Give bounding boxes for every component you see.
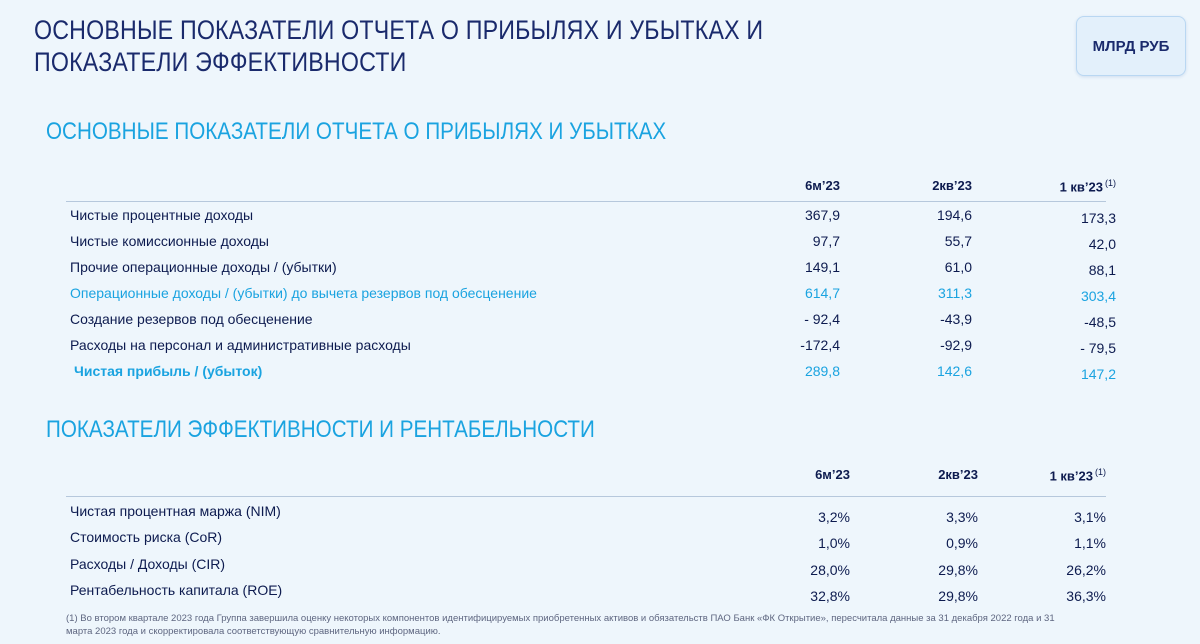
cell-1q23: 36,3% [1066, 588, 1106, 604]
row-label: Расходы / Доходы (CIR) [70, 556, 226, 572]
cell-6m23: - 92,4 [804, 311, 840, 327]
cell-1q23: - 79,5 [1080, 340, 1116, 356]
pl-header-rule [66, 201, 1106, 202]
cell-1q23: 303,4 [1080, 288, 1116, 304]
unit-badge: МЛРД РУБ [1076, 16, 1186, 76]
cell-6m23: 32,8% [810, 588, 850, 604]
table-row: Чистая процентная маржа (NIM) 3,2% 3,3% … [0, 503, 1200, 525]
table-row: Рентабельность капитала (ROE) 32,8% 29,8… [0, 582, 1200, 604]
cell-6m23: 28,0% [810, 562, 850, 578]
cell-1q23: 173,3 [1080, 210, 1116, 226]
cell-6m23: 614,7 [804, 285, 840, 301]
page-title: ОСНОВНЫЕ ПОКАЗАТЕЛИ ОТЧЕТА О ПРИБЫЛЯХ И … [34, 15, 764, 77]
footnote: (1) Во втором квартале 2023 года Группа … [66, 613, 1055, 637]
cell-2q23: 29,8% [938, 588, 978, 604]
row-label: Чистая прибыль / (убыток) [74, 363, 263, 379]
cell-6m23: 1,0% [818, 535, 850, 551]
row-label: Стоимость риска (CoR) [70, 529, 223, 545]
pl-col-head-2q23: 2кв’23 [932, 178, 972, 193]
row-label: Чистые комиссионные доходы [70, 233, 269, 249]
cell-1q23: 26,2% [1066, 562, 1106, 578]
table-row: Расходы / Доходы (CIR) 28,0% 29,8% 26,2% [0, 556, 1200, 578]
kpi-section-title: ПОКАЗАТЕЛИ ЭФФЕКТИВНОСТИ И РЕНТАБЕЛЬНОСТ… [46, 416, 595, 443]
table-row-highlight: Операционные доходы / (убытки) до вычета… [0, 285, 1200, 307]
pl-col-head-6m23: 6м’23 [805, 178, 840, 193]
cell-6m23: 149,1 [804, 259, 840, 275]
cell-2q23: -92,9 [940, 337, 972, 353]
cell-2q23: 311,3 [938, 285, 972, 301]
cell-1q23: 88,1 [1088, 262, 1116, 278]
row-label: Чистые процентные доходы [70, 207, 254, 223]
cell-1q23: 1,1% [1074, 535, 1106, 551]
table-row: Стоимость риска (CoR) 1,0% 0,9% 1,1% [0, 529, 1200, 551]
pl-col-head-footnote-mark: (1) [1105, 178, 1116, 188]
table-row-net-profit: Чистая прибыль / (убыток) 289,8 142,6 14… [0, 363, 1200, 385]
table-row: Расходы на персонал и административные р… [0, 337, 1200, 359]
cell-2q23: 55,7 [944, 233, 972, 249]
pl-col-head-1q23: 1 кв’23 (1) [1059, 178, 1116, 195]
table-row: Прочие операционные доходы / (убытки) 14… [0, 259, 1200, 281]
cell-2q23: 61,0 [944, 259, 972, 275]
cell-2q23: 142,6 [936, 363, 972, 379]
row-label: Расходы на персонал и административные р… [70, 337, 411, 353]
cell-6m23: 97,7 [812, 233, 840, 249]
cell-1q23: 147,2 [1080, 366, 1116, 382]
row-label: Прочие операционные доходы / (убытки) [70, 259, 337, 275]
cell-6m23: -172,4 [800, 337, 840, 353]
kpi-col-head-footnote-mark: (1) [1095, 467, 1106, 477]
kpi-col-head-6m23: 6м’23 [815, 467, 850, 482]
cell-2q23: 3,3% [946, 509, 978, 525]
row-label: Создание резервов под обесценение [70, 311, 313, 327]
kpi-col-head-2q23: 2кв’23 [938, 467, 978, 482]
table-row: Создание резервов под обесценение - 92,4… [0, 311, 1200, 333]
table-row: Чистые процентные доходы 367,9 194,6 173… [0, 207, 1200, 229]
cell-2q23: 194,6 [936, 207, 972, 223]
cell-2q23: -43,9 [940, 311, 972, 327]
cell-2q23: 29,8% [938, 562, 978, 578]
kpi-header-rule [66, 496, 1106, 497]
cell-2q23: 0,9% [946, 535, 978, 551]
row-label: Операционные доходы / (убытки) до вычета… [70, 285, 537, 301]
pl-section-title: ОСНОВНЫЕ ПОКАЗАТЕЛИ ОТЧЕТА О ПРИБЫЛЯХ И … [46, 118, 667, 145]
cell-6m23: 3,2% [818, 509, 850, 525]
cell-6m23: 289,8 [804, 363, 840, 379]
cell-1q23: 42,0 [1088, 236, 1116, 252]
row-label: Рентабельность капитала (ROE) [70, 582, 283, 598]
table-row: Чистые комиссионные доходы 97,7 55,7 42,… [0, 233, 1200, 255]
kpi-col-head-1q23: 1 кв’23 (1) [1049, 467, 1106, 484]
cell-6m23: 367,9 [804, 207, 840, 223]
cell-1q23: 3,1% [1074, 509, 1106, 525]
cell-1q23: -48,5 [1084, 314, 1116, 330]
row-label: Чистая процентная маржа (NIM) [70, 503, 281, 519]
